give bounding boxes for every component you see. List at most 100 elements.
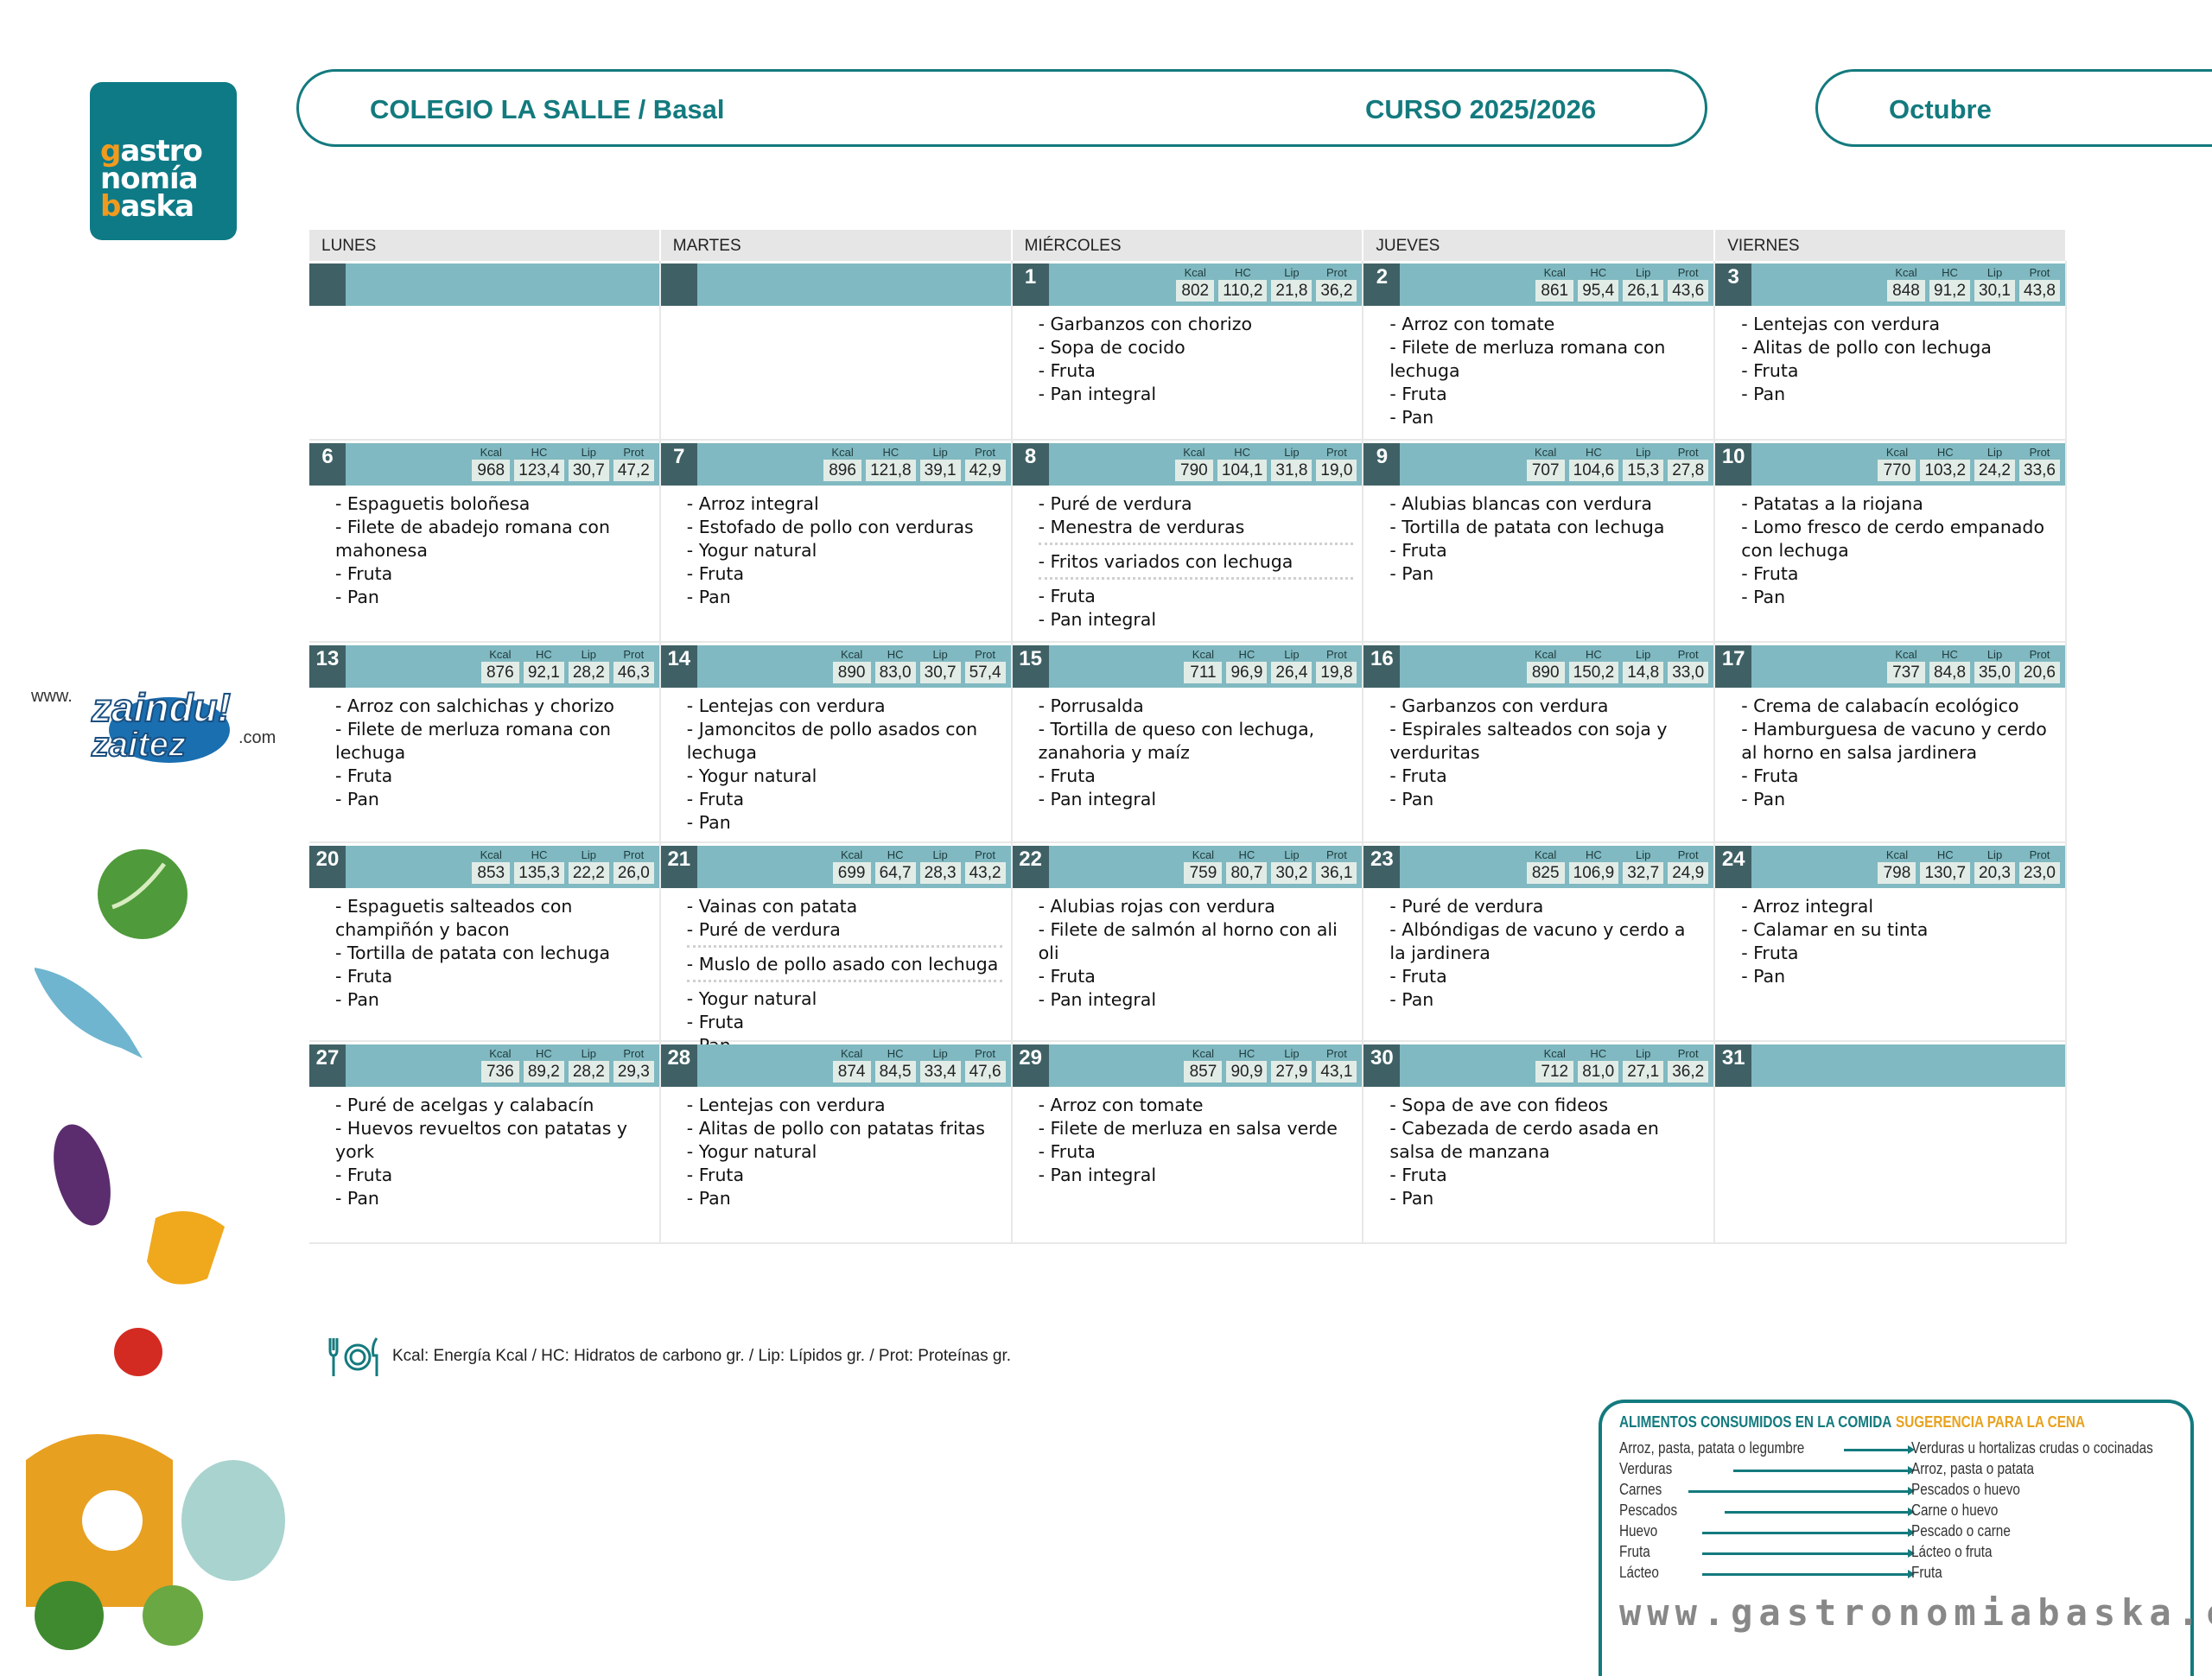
nutrient-value: 35,0 <box>1974 662 2015 683</box>
nutrient-prot: Prot 20,6 <box>2019 647 2060 683</box>
lunch-food: Fruta <box>1619 1543 1650 1560</box>
nutrient-value: 106,9 <box>1568 862 1619 884</box>
menu-item: - Filete de merluza romana con lechuga <box>1389 337 1666 381</box>
menu-list: - Puré de verdura - Menestra de verduras -… <box>1013 486 1363 645</box>
day-number: 27 <box>309 1044 346 1087</box>
day-cell: 1 Kcal 802 HC 110,2 Lip 21,8 Prot 36,2- Garbanzo… <box>1012 261 1364 441</box>
nutrient-prot: Prot 47,2 <box>613 445 654 481</box>
nutrient-label: HC <box>531 848 548 861</box>
nutrient-label: Prot <box>1325 648 1347 661</box>
arrow-icon <box>1702 1570 1915 1578</box>
weekday-header-0: LUNES <box>309 230 661 261</box>
nutrient-label: Prot <box>623 446 645 459</box>
nutrient-label: HC <box>535 648 552 661</box>
nutrient-value: 33,6 <box>2019 460 2060 481</box>
nutrient-kcal: Kcal 896 <box>823 445 862 481</box>
nutrient-value: 30,2 <box>1271 862 1313 884</box>
menu-list: - Lentejas con verdura - Alitas de pollo … <box>1715 306 2065 411</box>
menu-item: - Vainas con patata <box>686 896 858 917</box>
nutrient-label: Kcal <box>1895 648 1917 661</box>
lunch-food: Verduras <box>1619 1460 1673 1477</box>
nutrient-value: 36,1 <box>1316 862 1357 884</box>
day-cell: 13 Kcal 876 HC 92,1 Lip 28,2 Prot 46,3- Arroz co… <box>309 643 661 843</box>
menu-item: - Tortilla de patata con lechuga <box>335 943 611 963</box>
nutrient-value: 30,1 <box>1974 280 2015 302</box>
svg-text:www.: www. <box>31 687 73 706</box>
nutrient-label: Lip <box>581 648 596 661</box>
nutrient-values: Kcal 707 HC 104,6 Lip 15,3 Prot 27,8 <box>1526 445 1709 481</box>
nutrient-label: Lip <box>1284 648 1300 661</box>
menu-item: - Fruta <box>1038 360 1096 381</box>
nutrient-value: 27,1 <box>1623 1061 1664 1082</box>
day-cell: 17 Kcal 737 HC 84,8 Lip 35,0 Prot 20,6- Crema de… <box>1715 643 2067 843</box>
nutrient-values: Kcal 737 HC 84,8 Lip 35,0 Prot 20,6 <box>1887 647 2060 683</box>
nutrient-value: 27,8 <box>1668 460 1709 481</box>
nutrient-label: Lip <box>932 446 948 459</box>
menu-item: - Crema de calabacín ecológico <box>1741 695 2019 716</box>
menu-item: - Fruta <box>686 789 745 809</box>
day-header-band: 22 Kcal 759 HC 80,7 Lip 30,2 Prot 36,1 <box>1012 846 1363 888</box>
nutrient-value: 737 <box>1887 662 1926 683</box>
menu-group: - Arroz con tomate - Filete de merluza en… <box>1039 1094 1354 1187</box>
arrow-icon <box>1702 1549 1915 1558</box>
nutrient-values: Kcal 896 HC 121,8 Lip 39,1 Prot 42,9 <box>823 445 1006 481</box>
nutrient-label: Prot <box>623 848 645 861</box>
nutrient-label: HC <box>1238 848 1255 861</box>
nutrient-values: Kcal 711 HC 96,9 Lip 26,4 Prot 19,8 <box>1184 647 1357 683</box>
day-header-band: 24 Kcal 798 HC 130,7 Lip 20,3 Prot 23,0 <box>1715 846 2065 888</box>
nutrient-value: 790 <box>1174 460 1213 481</box>
menu-list <box>661 306 1011 318</box>
day-number: 16 <box>1363 645 1401 688</box>
nutrient-label: Prot <box>975 848 996 861</box>
day-cell: 2 Kcal 861 HC 95,4 Lip 26,1 Prot 43,6- Arroz con… <box>1363 261 1716 441</box>
nutrient-value: 14,8 <box>1623 662 1664 683</box>
nutrient-label: Kcal <box>480 446 502 459</box>
nutrient-label: Lip <box>1284 446 1300 459</box>
nutrient-lip: Lip 22,2 <box>568 848 609 884</box>
nutrient-value: 91,2 <box>1929 280 1971 302</box>
menu-item: - Sopa de cocido <box>1038 337 1185 358</box>
menu-item: - Alubias rojas con verdura <box>1038 896 1275 917</box>
day-cell: 20 Kcal 853 HC 135,3 Lip 22,2 Prot 26,0- Espague… <box>309 843 661 1042</box>
lunch-foods-title: ALIMENTOS CONSUMIDOS EN LA COMIDA <box>1619 1413 1892 1431</box>
nutrient-label: HC <box>1234 266 1251 279</box>
nutrient-kcal: Kcal 874 <box>832 1046 871 1082</box>
menu-list <box>309 306 659 318</box>
nutrient-hc: HC 89,2 <box>523 1046 564 1082</box>
day-header-band <box>660 263 1011 306</box>
suggestion-row: Verduras Arroz, pasta o patata <box>1619 1460 2172 1481</box>
suggestion-row: Arroz, pasta, patata o legumbre Verduras … <box>1619 1439 2172 1460</box>
nutrient-label: HC <box>1936 848 1954 861</box>
menu-item: - Yogur natural <box>686 540 817 561</box>
nutrient-label: Lip <box>581 848 596 861</box>
nutrient-lip: Lip 21,8 <box>1271 265 1313 302</box>
day-header-band: 1 Kcal 802 HC 110,2 Lip 21,8 Prot 36,2 <box>1012 263 1363 306</box>
menu-item: - Lentejas con verdura <box>1741 314 1941 334</box>
menu-item: - Calamar en su tinta <box>1741 919 1929 940</box>
nutrient-kcal: Kcal 699 <box>832 848 871 884</box>
day-header-band: 9 Kcal 707 HC 104,6 Lip 15,3 Prot 27,8 <box>1363 443 1714 486</box>
nutrient-kcal: Kcal 968 <box>472 445 511 481</box>
menu-item: - Fruta <box>1038 966 1096 987</box>
month-pill: Octubre <box>1815 69 2212 147</box>
nutrient-lip: Lip 24,2 <box>1974 445 2015 481</box>
menu-item: - Jamoncitos de pollo asados con lechuga <box>686 719 978 763</box>
menu-item: - Pan <box>1741 384 1786 404</box>
decorative-vegetables <box>0 838 294 1659</box>
dinner-suggestion: Fruta <box>1911 1564 1942 1581</box>
menu-item: - Lentejas con verdura <box>686 695 886 716</box>
nutrient-lip: Lip 14,8 <box>1623 647 1664 683</box>
nutrient-label: HC <box>1942 648 1958 661</box>
nutrient-prot: Prot 24,9 <box>1668 848 1709 884</box>
nutrient-lip: Lip 20,3 <box>1974 848 2015 884</box>
nutrient-hc: HC 121,8 <box>866 445 916 481</box>
menu-item: - Pan integral <box>1038 789 1157 809</box>
suggestion-row: Pescados Carne o huevo <box>1619 1501 2172 1522</box>
day-cell: 8 Kcal 790 HC 104,1 Lip 31,8 Prot 19,0- Puré de … <box>1012 441 1364 645</box>
menu-item: - Arroz con tomate <box>1389 314 1555 334</box>
nutrient-prot: Prot 33,0 <box>1668 647 1709 683</box>
nutrient-kcal: Kcal 857 <box>1184 1046 1223 1082</box>
nutrient-prot: Prot 36,2 <box>1668 1046 1709 1082</box>
day-cell: 30 Kcal 712 HC 81,0 Lip 27,1 Prot 36,2- Sopa de … <box>1363 1042 1716 1244</box>
menu-item: - Fruta <box>335 1165 393 1185</box>
